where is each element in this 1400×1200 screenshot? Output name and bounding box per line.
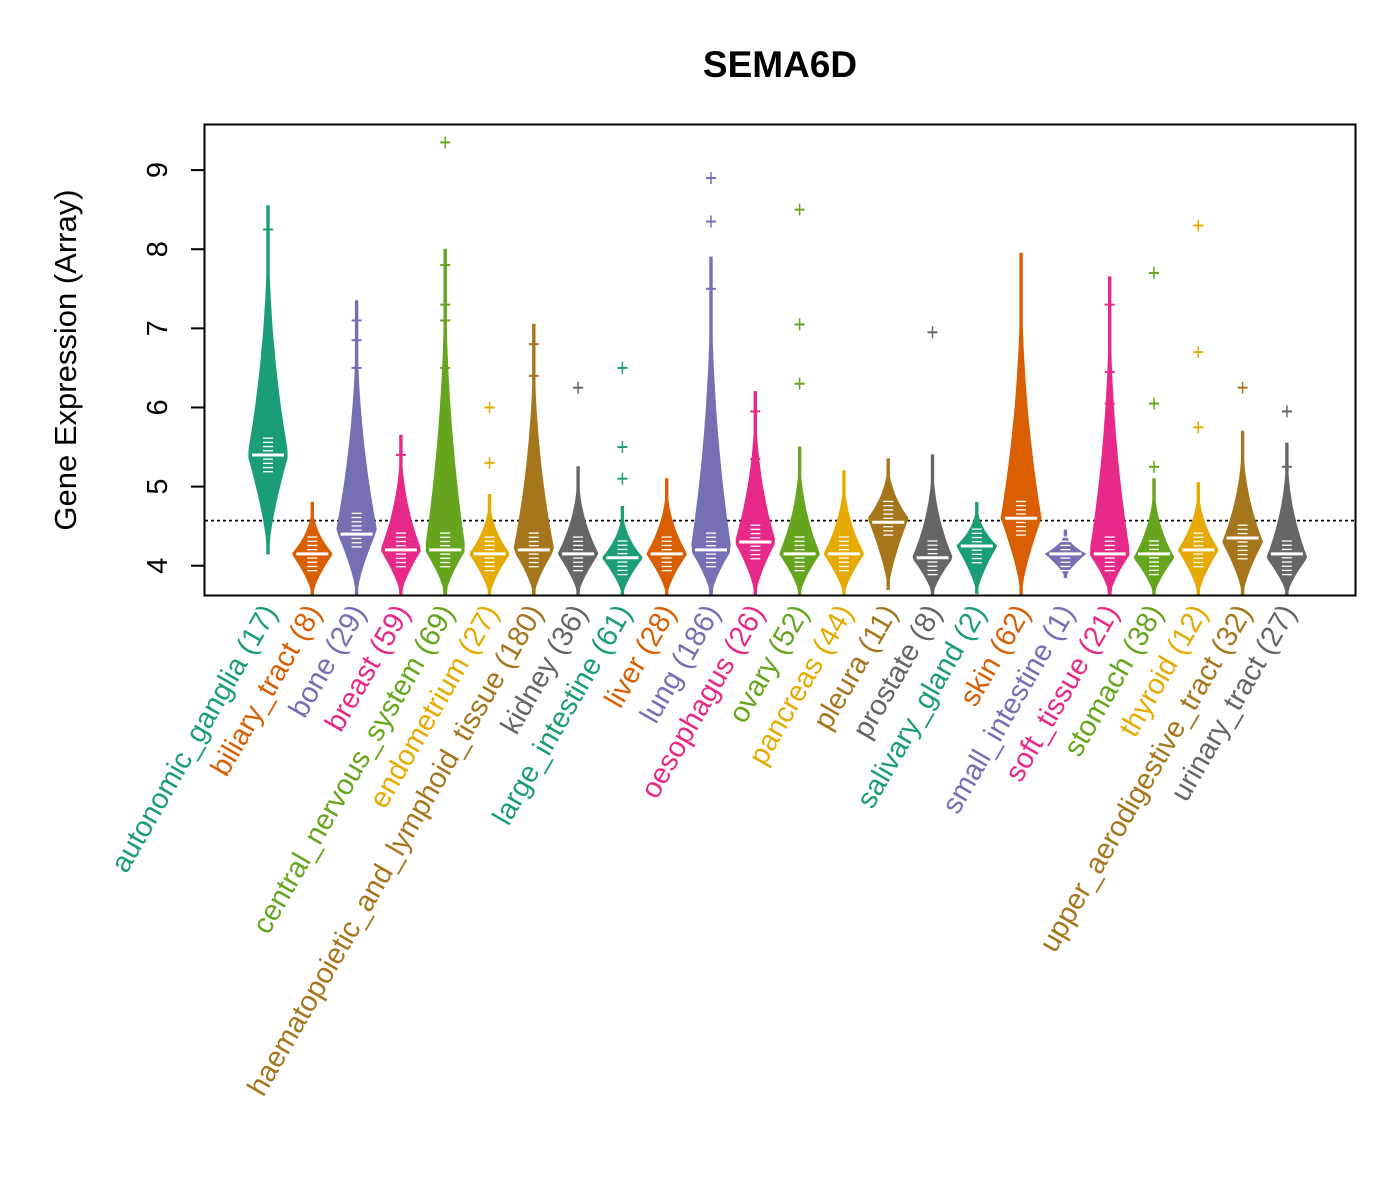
violin-group: [1177, 219, 1219, 596]
violin-group: [1266, 405, 1308, 596]
violin-group: [292, 501, 333, 596]
violin-group: [691, 172, 731, 596]
y-axis: 4 5 6 7 8 9: [142, 162, 205, 574]
violin-group: [336, 300, 377, 596]
violin-group: [381, 434, 421, 596]
y-tick-label: 8: [142, 241, 174, 257]
y-tick-label: 7: [142, 320, 174, 336]
y-axis-label: Gene Expression (Array): [48, 189, 83, 530]
violin-group: [956, 501, 998, 594]
plot-area: [205, 136, 1355, 596]
chart-title: SEMA6D: [703, 44, 857, 85]
x-axis-labels: autonomic_ganglia (17)biliary_tract (8)b…: [105, 600, 1303, 1102]
y-tick-label: 4: [142, 558, 174, 574]
violin-group: [513, 323, 554, 596]
violin-group: [469, 401, 510, 596]
violin-group: [1090, 276, 1130, 596]
violin-group: [735, 391, 776, 596]
y-tick-label: 5: [142, 479, 174, 495]
violin-group: [425, 136, 465, 596]
violin-group: [779, 203, 820, 596]
violin-group: [1044, 529, 1087, 579]
violin-group: [646, 478, 687, 596]
plot-frame: [203, 123, 1357, 597]
violin-group: [1133, 266, 1175, 596]
violin-group: [1222, 381, 1264, 596]
violin-group: [868, 458, 909, 590]
violin-group: [557, 381, 599, 596]
violin-group: [1000, 252, 1042, 596]
violin-group: [912, 326, 953, 596]
y-tick-label: 9: [142, 162, 174, 178]
y-tick-label: 6: [142, 399, 174, 415]
violin-group: [602, 361, 643, 596]
violin-group: [248, 205, 288, 555]
violin-group: [823, 470, 864, 596]
